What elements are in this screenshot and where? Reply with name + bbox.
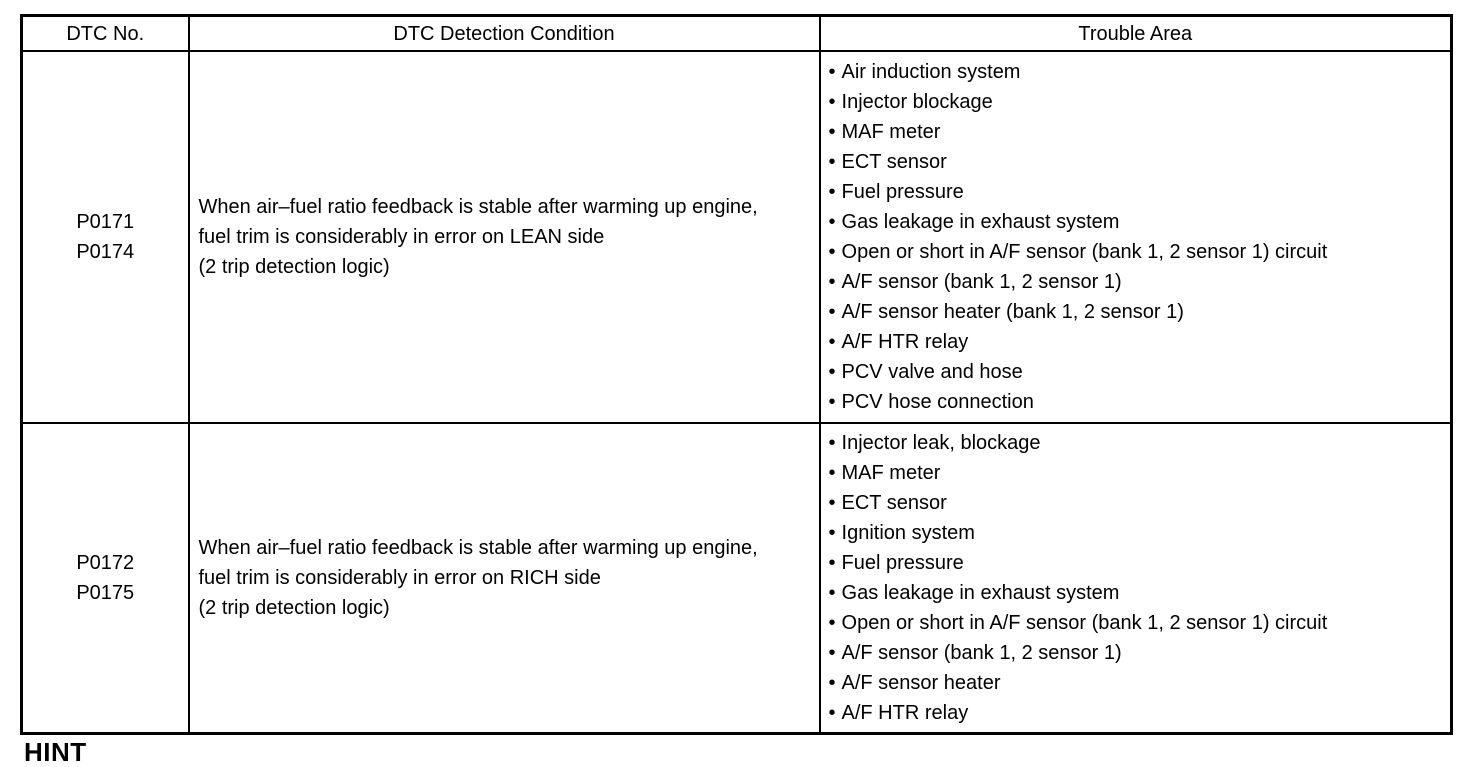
dtc-no-cell: P0172 P0175 (20, 422, 190, 734)
table-row: P0171 P0174 When air–fuel ratio feedback… (20, 50, 1453, 424)
trouble-area-item: • A/F HTR relay (829, 327, 1445, 357)
hint-heading: HINT (24, 737, 87, 767)
trouble-area-item: • ECT sensor (829, 147, 1445, 177)
table-row: P0172 P0175 When air–fuel ratio feedback… (20, 422, 1453, 734)
col-header-trouble-area: Trouble Area (818, 14, 1453, 52)
trouble-area-item: • Ignition system (829, 518, 1445, 548)
bullet-icon: • (828, 431, 836, 454)
condition-line: (2 trip detection logic) (198, 596, 390, 619)
trouble-area-item: • Injector blockage (829, 87, 1445, 117)
trouble-area-item: • Open or short in A/F sensor (bank 1, 2… (829, 608, 1445, 638)
bullet-icon: • (828, 211, 836, 233)
trouble-area-item: • A/F sensor heater (829, 668, 1445, 698)
condition-line: (2 trip detection logic) (198, 256, 390, 278)
col-header-detection-condition: DTC Detection Condition (187, 14, 821, 52)
trouble-area-item: • A/F sensor heater (bank 1, 2 sensor 1) (829, 297, 1445, 327)
trouble-area-text: PCV hose connection (841, 391, 1034, 413)
trouble-area-text: Air induction system (841, 61, 1021, 83)
bullet-icon: • (828, 641, 836, 664)
bullet-icon: • (828, 331, 836, 353)
bullet-icon: • (828, 241, 836, 263)
header-row: DTC No. DTC Detection Condition Trouble … (20, 14, 1453, 52)
trouble-area-text: Open or short in A/F sensor (bank 1, 2 s… (841, 241, 1328, 263)
bullet-icon: • (828, 611, 836, 634)
trouble-area-item: • Open or short in A/F sensor (bank 1, 2… (829, 237, 1445, 267)
col-header-dtc-no: DTC No. (20, 14, 190, 52)
trouble-area-item: • MAF meter (829, 117, 1445, 147)
trouble-area-item: • Air induction system (829, 57, 1445, 87)
trouble-area-item: • A/F sensor (bank 1, 2 sensor 1) (829, 638, 1445, 668)
condition-line: When air–fuel ratio feedback is stable a… (198, 536, 758, 559)
trouble-area-text: Injector leak, blockage (841, 431, 1041, 454)
dtc-no-cell: P0171 P0174 (20, 50, 190, 424)
trouble-area-item: • Fuel pressure (829, 548, 1445, 578)
bullet-icon: • (828, 521, 836, 544)
bullet-icon: • (828, 361, 836, 383)
trouble-area-text: PCV valve and hose (841, 361, 1023, 383)
trouble-area-item: • Injector leak, blockage (829, 428, 1445, 458)
trouble-area-text: ECT sensor (841, 151, 947, 173)
trouble-area-text: Ignition system (841, 521, 975, 544)
bullet-icon: • (828, 181, 836, 203)
trouble-area-text: A/F sensor heater (841, 671, 1001, 694)
trouble-area-item: • A/F HTR relay (829, 698, 1445, 728)
trouble-area-text: A/F HTR relay (841, 331, 969, 353)
trouble-area-item: • ECT sensor (829, 488, 1445, 518)
trouble-area-text: ECT sensor (841, 491, 947, 514)
trouble-area-item: • Gas leakage in exhaust system (829, 578, 1445, 608)
bullet-icon: • (828, 271, 836, 293)
dtc-number: P0174 (76, 241, 135, 263)
trouble-area-text: Gas leakage in exhaust system (841, 211, 1120, 233)
trouble-area-text: A/F sensor heater (bank 1, 2 sensor 1) (841, 301, 1184, 323)
condition-line: fuel trim is considerably in error on LE… (198, 226, 605, 248)
bullet-icon: • (828, 61, 836, 83)
trouble-area-item: • A/F sensor (bank 1, 2 sensor 1) (829, 267, 1445, 297)
trouble-area-cell: • Injector leak, blockage • MAF meter • … (818, 422, 1453, 734)
trouble-area-item: • PCV hose connection (829, 387, 1445, 417)
trouble-area-text: Open or short in A/F sensor (bank 1, 2 s… (841, 611, 1328, 634)
trouble-area-text: A/F sensor (bank 1, 2 sensor 1) (841, 271, 1122, 293)
bullet-icon: • (828, 671, 836, 694)
bullet-icon: • (828, 121, 836, 143)
bullet-icon: • (828, 391, 836, 413)
trouble-area-text: A/F HTR relay (841, 701, 969, 724)
trouble-area-text: MAF meter (841, 121, 941, 143)
bullet-icon: • (828, 151, 836, 173)
dtc-number: P0171 (76, 211, 135, 233)
trouble-area-text: Injector blockage (841, 91, 993, 113)
bullet-icon: • (828, 301, 836, 323)
dtc-number: P0175 (76, 581, 135, 604)
trouble-area-item: • Fuel pressure (829, 177, 1445, 207)
bullet-icon: • (828, 581, 836, 604)
trouble-area-text: Gas leakage in exhaust system (841, 581, 1120, 604)
detection-condition-cell: When air–fuel ratio feedback is stable a… (187, 50, 821, 424)
trouble-area-item: • PCV valve and hose (829, 357, 1445, 387)
bullet-icon: • (828, 551, 836, 574)
trouble-area-text: Fuel pressure (841, 551, 964, 574)
trouble-area-item: • Gas leakage in exhaust system (829, 207, 1445, 237)
bullet-icon: • (828, 701, 836, 724)
dtc-number: P0172 (76, 551, 135, 574)
dtc-table: DTC No. DTC Detection Condition Trouble … (20, 14, 1453, 735)
trouble-area-text: A/F sensor (bank 1, 2 sensor 1) (841, 641, 1122, 664)
trouble-area-text: Fuel pressure (841, 181, 964, 203)
condition-line: fuel trim is considerably in error on RI… (198, 566, 601, 589)
trouble-area-item: • MAF meter (829, 458, 1445, 488)
trouble-area-text: MAF meter (841, 461, 941, 484)
bullet-icon: • (828, 461, 836, 484)
bullet-icon: • (828, 91, 836, 113)
trouble-area-cell: • Air induction system • Injector blocka… (818, 50, 1453, 424)
detection-condition-cell: When air–fuel ratio feedback is stable a… (187, 422, 821, 734)
bullet-icon: • (828, 491, 836, 514)
condition-line: When air–fuel ratio feedback is stable a… (198, 196, 758, 218)
